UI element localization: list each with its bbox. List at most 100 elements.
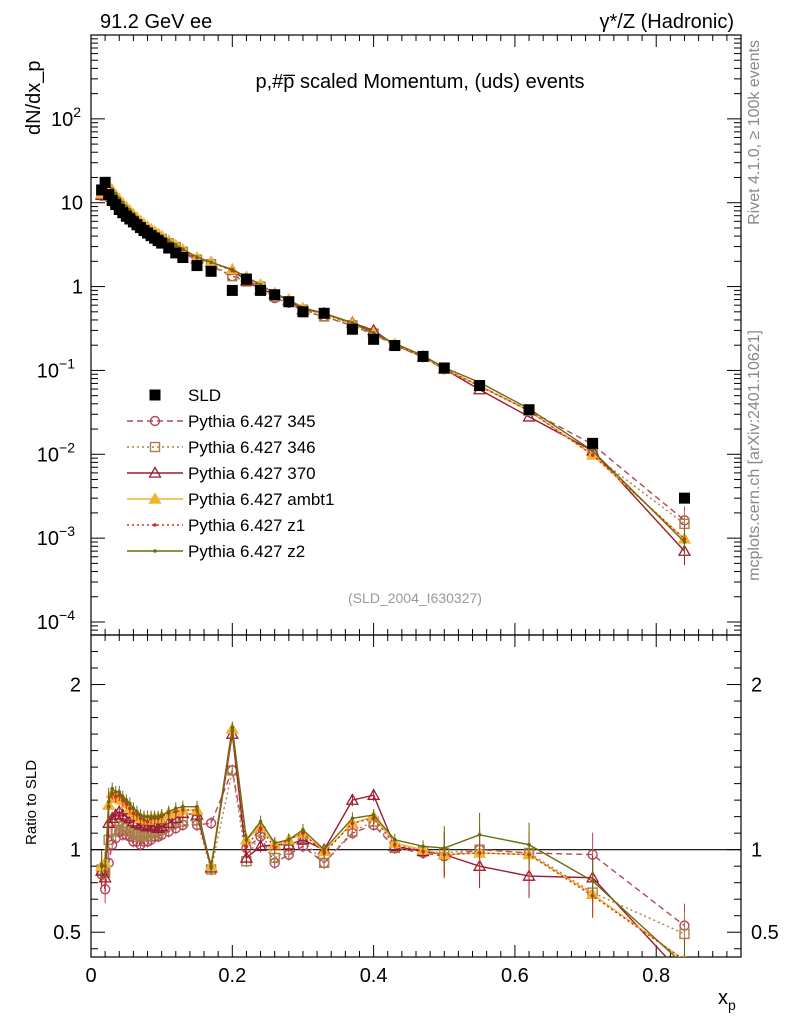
data-point xyxy=(269,289,281,301)
data-point xyxy=(590,453,595,457)
legend-label: Pythia 6.427 z2 xyxy=(188,542,305,561)
ratio-series-pythia-6-427-z1 xyxy=(99,724,687,963)
legend-item: Pythia 6.427 346 xyxy=(127,438,316,457)
ratio-point xyxy=(181,804,185,809)
data-point xyxy=(191,260,203,272)
x-tick-label: 0.8 xyxy=(642,965,670,987)
ratio-point xyxy=(371,813,376,817)
ratio-point xyxy=(117,790,122,794)
ratio-y-tick-label: 2 xyxy=(70,675,81,697)
series-pythia-6-427-ambt1 xyxy=(94,179,692,553)
data-point xyxy=(96,184,108,196)
data-point xyxy=(230,267,235,272)
ratio-point xyxy=(120,795,125,799)
legend-item: Pythia 6.427 z1 xyxy=(127,516,305,535)
data-point xyxy=(166,238,171,243)
data-point xyxy=(523,404,535,416)
ratio-point xyxy=(135,831,146,842)
ratio-point xyxy=(296,832,310,845)
y-tick-label: 10−3 xyxy=(37,523,75,550)
ratio-point xyxy=(442,846,447,850)
legend-item: Pythia 6.427 z2 xyxy=(127,542,305,561)
data-point xyxy=(113,191,118,196)
ratio-point xyxy=(345,793,360,805)
y-tick-label: 10−1 xyxy=(37,355,75,382)
data-point xyxy=(170,247,182,259)
ratio-frame xyxy=(90,634,742,958)
data-point xyxy=(120,200,125,205)
data-point xyxy=(318,307,330,319)
data-point xyxy=(678,492,690,504)
ratio-series-pythia-6-427-370 xyxy=(94,727,690,981)
ratio-panel: 0 0.2 0.4 0.6 0.8 0.5 0.5 1 1 2 2 Ratio to SLD xp xyxy=(23,634,779,1013)
ratio-point xyxy=(106,799,111,804)
plot-title: p,#p̅ scaled Momentum, (uds) events xyxy=(255,71,584,93)
data-point xyxy=(590,449,595,453)
ratio-point xyxy=(173,806,178,811)
data-point xyxy=(255,284,267,296)
data-point xyxy=(297,306,309,318)
series-pythia-6-427-346 xyxy=(96,182,690,538)
data-point xyxy=(587,437,599,449)
y-tick-label: 10−2 xyxy=(37,439,75,466)
ratio-line xyxy=(100,767,685,927)
ratio-point xyxy=(99,862,104,867)
ratio-point xyxy=(131,829,143,841)
data-point xyxy=(209,260,213,265)
ratio-point xyxy=(322,847,326,852)
ratio-point xyxy=(301,828,305,832)
ratio-point xyxy=(244,844,249,849)
ratio-point xyxy=(142,814,146,819)
ratio-y-tick-label-right: 2 xyxy=(751,675,762,697)
legend: SLD Pythia 6.427 345 Pythia 6.427 346 Pythi… xyxy=(127,386,334,561)
legend-item: SLD xyxy=(149,386,221,405)
x-tick-label: 0.4 xyxy=(360,965,388,987)
ratio-point xyxy=(110,824,121,836)
ratio-point xyxy=(230,725,235,730)
ratio-point xyxy=(244,837,249,842)
data-point xyxy=(103,189,115,201)
legend-marker xyxy=(148,492,162,504)
ratio-y-axis-label: Ratio to SLD xyxy=(23,760,40,845)
data-point xyxy=(226,284,238,296)
ratio-y-tick-label-right: 1 xyxy=(751,840,762,862)
ratio-point xyxy=(258,819,263,824)
ratio-point xyxy=(239,851,254,863)
ratio-point xyxy=(522,869,536,881)
ratio-y-tick-label: 1 xyxy=(70,840,81,862)
ratio-point xyxy=(272,841,277,845)
legend-marker xyxy=(148,466,162,478)
data-point xyxy=(173,242,178,247)
legend-item: Pythia 6.427 370 xyxy=(127,464,316,483)
ratio-point xyxy=(131,806,136,811)
ratio-point xyxy=(124,826,136,837)
legend-label: Pythia 6.427 345 xyxy=(188,412,316,431)
ratio-point xyxy=(128,827,139,839)
series-pythia-6-427-345 xyxy=(96,187,690,535)
ratio-point xyxy=(151,821,165,833)
series-line xyxy=(100,185,685,540)
data-point xyxy=(177,252,189,264)
ratio-point xyxy=(128,801,132,806)
data-point xyxy=(156,237,168,249)
main-panel: 10−4 10−3 10−2 10−1 1 10 102 p,#p̅ scaled Momen… xyxy=(23,34,742,636)
y-tick-label: 10 xyxy=(61,193,83,215)
ratio-point xyxy=(116,808,130,820)
data-point xyxy=(368,333,380,345)
header-left: 91.2 GeV ee xyxy=(100,11,212,33)
ratio-point xyxy=(156,814,160,819)
ratio-point xyxy=(679,971,690,981)
data-point xyxy=(240,273,252,285)
ratio-point xyxy=(138,813,143,817)
series-line xyxy=(100,184,685,543)
data-point xyxy=(346,323,358,335)
ratio-point xyxy=(683,959,687,963)
data-point xyxy=(205,265,217,277)
ratio-point xyxy=(147,819,162,832)
data-point xyxy=(163,242,175,254)
ratio-point xyxy=(103,864,107,868)
data-point xyxy=(522,409,536,422)
ratio-point xyxy=(195,804,199,809)
y-tick-label: 102 xyxy=(51,104,81,131)
legend-label: Pythia 6.427 346 xyxy=(188,438,316,457)
